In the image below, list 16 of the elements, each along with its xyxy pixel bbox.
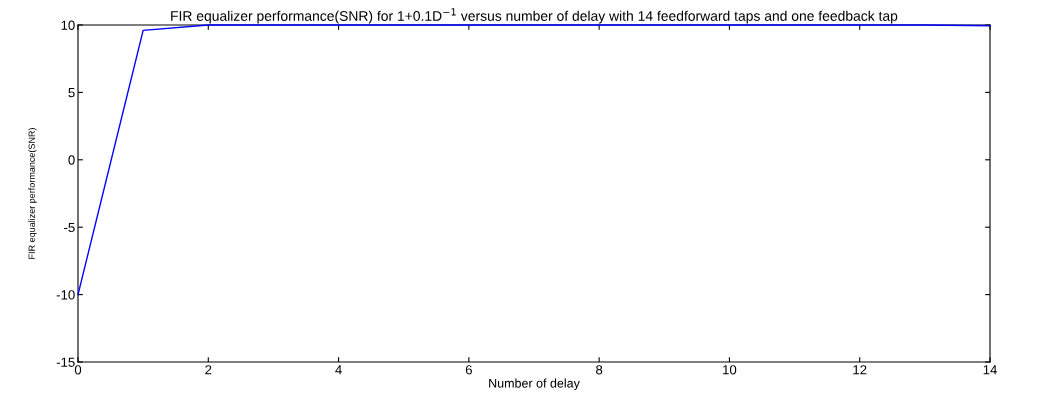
x-tick-label: 14: [983, 365, 997, 375]
chart-title: FIR equalizer performance(SNR) for 1+0.1D$^{−1}$ versus number of delay with 14 feedforward taps and one feedback tap: [171, 8, 898, 24]
y-tick-label: -5: [64, 222, 75, 233]
x-tick-label: 2: [205, 365, 212, 375]
x-tick-label: 6: [465, 365, 472, 375]
x-tick-label: 8: [596, 365, 603, 375]
y-tick-label: 10: [61, 20, 75, 30]
x-tick-label: 12: [853, 365, 867, 375]
x-axis-title: Number of delay: [489, 378, 580, 391]
y-tick-label: 5: [68, 88, 75, 98]
y-tick-label: -15: [56, 357, 75, 367]
x-tick-label: 10: [723, 365, 737, 375]
x-tick-label: 4: [335, 365, 342, 375]
y-tick-label: 0: [68, 155, 75, 165]
y-axis-title: FIR equalizer performance(SNR): [28, 128, 37, 259]
y-tick-label: -10: [56, 290, 75, 300]
